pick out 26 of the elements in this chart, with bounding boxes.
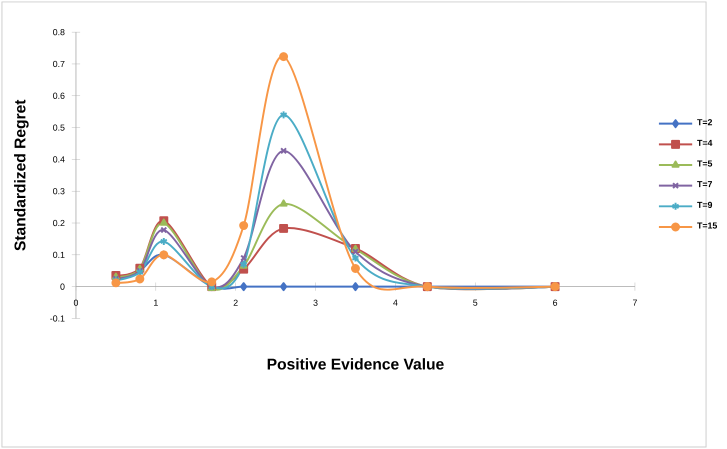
y-tick-label: 0.7 (53, 60, 64, 68)
y-tick-label: 0.1 (53, 252, 65, 258)
x-tick-label: 4 (393, 300, 398, 306)
y-tick-label: 0.2 (53, 220, 64, 226)
legend-label: T=2 (697, 119, 712, 126)
x-tick-label: 6 (553, 300, 558, 306)
y-tick-label: 0.5 (53, 124, 65, 131)
y-tick-label: 0 (60, 284, 65, 290)
y-tick-label: -0.1 (50, 315, 65, 322)
x-tick-label: 1 (154, 300, 158, 306)
x-tick-label: 3 (313, 300, 318, 306)
legend-label: T=4 (697, 140, 712, 146)
y-axis-title: Standardized Regret (14, 100, 29, 251)
legend-label: T=7 (697, 181, 712, 188)
x-tick-label: 7 (632, 300, 637, 306)
x-tick-label: 5 (473, 300, 478, 306)
x-tick-label: 0 (74, 300, 78, 306)
x-tick-label: 2 (234, 300, 238, 306)
legend-label: T=9 (697, 202, 712, 208)
legend-label: T=15 (697, 222, 718, 229)
y-tick-label: 0.3 (53, 188, 65, 194)
x-axis-title: Positive Evidence Value (268, 358, 444, 370)
y-tick-label: 0.4 (53, 156, 65, 163)
legend-label: T=5 (697, 160, 712, 167)
y-tick-label: 0.8 (53, 29, 65, 36)
y-tick-label: 0.6 (53, 92, 65, 99)
